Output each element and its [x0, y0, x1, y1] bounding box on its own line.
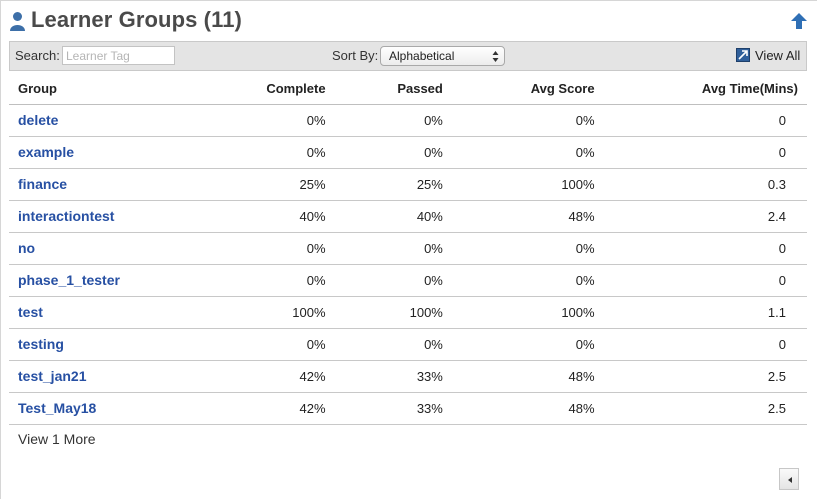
- passed-cell: 0%: [325, 232, 443, 265]
- group-link[interactable]: example: [18, 144, 75, 160]
- table-row: delete 0% 0% 0% 0: [9, 104, 807, 137]
- avg-score-cell: 0%: [442, 136, 595, 169]
- avg-score-cell: 100%: [442, 168, 595, 201]
- complete-cell: 0%: [209, 136, 326, 169]
- avg-score-cell: 0%: [442, 232, 595, 265]
- expand-icon: [736, 48, 750, 62]
- collapse-button[interactable]: [779, 468, 799, 490]
- complete-cell: 40%: [209, 200, 326, 233]
- column-header-avg-time[interactable]: Avg Time(Mins): [594, 73, 807, 105]
- complete-cell: 0%: [209, 328, 326, 361]
- sort-select-value: Alphabetical: [389, 49, 455, 63]
- table-row: test_jan21 42% 33% 48% 2.5: [9, 360, 807, 393]
- table-row: phase_1_tester 0% 0% 0% 0: [9, 264, 807, 297]
- column-header-passed[interactable]: Passed: [325, 73, 443, 105]
- avg-score-cell: 0%: [442, 264, 595, 297]
- table-row: test 100% 100% 100% 1.1: [9, 296, 807, 329]
- group-link[interactable]: test_jan21: [18, 368, 87, 384]
- group-link[interactable]: no: [18, 240, 36, 256]
- avg-score-cell: 48%: [442, 200, 595, 233]
- group-link[interactable]: interactiontest: [18, 208, 115, 224]
- complete-cell: 25%: [209, 168, 326, 201]
- passed-cell: 0%: [325, 328, 443, 361]
- passed-cell: 33%: [325, 360, 443, 393]
- groups-table: Group Complete Passed Avg Score Avg Time…: [9, 73, 807, 425]
- table-row: Test_May18 42% 33% 48% 2.5: [9, 392, 807, 425]
- user-icon: [10, 12, 25, 31]
- avg-time-cell: 0.3: [594, 168, 807, 201]
- arrow-left-icon: [788, 477, 792, 483]
- toolbar: Search: Sort By: Alphabetical View All: [9, 41, 807, 71]
- select-arrows-icon: [492, 51, 499, 62]
- complete-cell: 42%: [209, 360, 326, 393]
- avg-time-cell: 0: [594, 104, 807, 137]
- avg-time-cell: 0: [594, 264, 807, 297]
- avg-score-cell: 0%: [442, 328, 595, 361]
- avg-score-cell: 48%: [442, 360, 595, 393]
- group-link[interactable]: Test_May18: [18, 400, 97, 416]
- passed-cell: 0%: [325, 136, 443, 169]
- passed-cell: 100%: [325, 296, 443, 329]
- avg-time-cell: 2.5: [594, 392, 807, 425]
- avg-time-cell: 1.1: [594, 296, 807, 329]
- group-link[interactable]: finance: [18, 176, 68, 192]
- sort-label: Sort By:: [332, 48, 379, 63]
- table-header-row: Group Complete Passed Avg Score Avg Time…: [9, 73, 807, 105]
- avg-score-cell: 100%: [442, 296, 595, 329]
- avg-time-cell: 0: [594, 136, 807, 169]
- arrow-up-icon[interactable]: [790, 12, 808, 30]
- complete-cell: 100%: [209, 296, 326, 329]
- complete-cell: 42%: [209, 392, 326, 425]
- avg-time-cell: 2.4: [594, 200, 807, 233]
- avg-score-cell: 48%: [442, 392, 595, 425]
- column-header-avg-score[interactable]: Avg Score: [442, 73, 595, 105]
- avg-time-cell: 0: [594, 328, 807, 361]
- page-title: Learner Groups (11): [31, 7, 242, 32]
- table-row: example 0% 0% 0% 0: [9, 136, 807, 169]
- avg-time-cell: 2.5: [594, 360, 807, 393]
- group-link[interactable]: phase_1_tester: [18, 272, 120, 288]
- group-link[interactable]: test: [18, 304, 43, 320]
- table-row: interactiontest 40% 40% 48% 2.4: [9, 200, 807, 233]
- passed-cell: 0%: [325, 264, 443, 297]
- complete-cell: 0%: [209, 264, 326, 297]
- passed-cell: 40%: [325, 200, 443, 233]
- search-input[interactable]: [62, 46, 175, 65]
- view-more-link[interactable]: View 1 More: [18, 431, 96, 447]
- panel-header: Learner Groups (11): [1, 1, 817, 41]
- column-header-group[interactable]: Group: [9, 73, 210, 105]
- column-header-complete[interactable]: Complete: [209, 73, 326, 105]
- complete-cell: 0%: [209, 104, 326, 137]
- sort-select[interactable]: Alphabetical: [380, 46, 505, 66]
- group-link[interactable]: delete: [18, 112, 59, 128]
- search-label: Search:: [15, 48, 60, 63]
- group-link[interactable]: testing: [18, 336, 64, 352]
- avg-score-cell: 0%: [442, 104, 595, 137]
- table-row: finance 25% 25% 100% 0.3: [9, 168, 807, 201]
- passed-cell: 0%: [325, 104, 443, 137]
- table-row: no 0% 0% 0% 0: [9, 232, 807, 265]
- passed-cell: 25%: [325, 168, 443, 201]
- passed-cell: 33%: [325, 392, 443, 425]
- avg-time-cell: 0: [594, 232, 807, 265]
- table-row: testing 0% 0% 0% 0: [9, 328, 807, 361]
- view-all-label: View All: [755, 48, 801, 63]
- complete-cell: 0%: [209, 232, 326, 265]
